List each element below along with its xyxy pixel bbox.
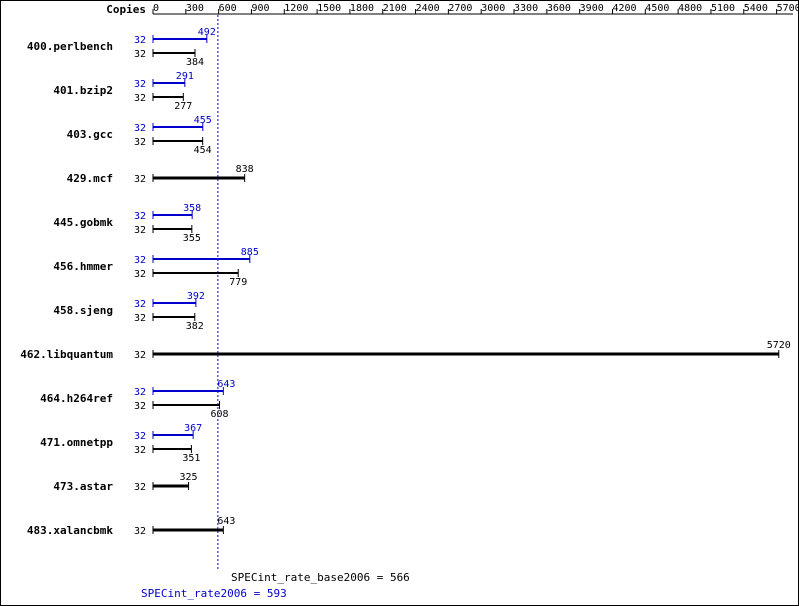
benchmark-label: 400.perlbench <box>27 40 113 53</box>
base-copies: 32 <box>134 49 146 60</box>
base-copies: 32 <box>134 174 146 185</box>
base-copies: 32 <box>134 93 146 104</box>
base-value: 382 <box>186 321 204 332</box>
base-value: 838 <box>236 164 254 175</box>
x-tick-label: 2400 <box>416 3 440 14</box>
base-value: 355 <box>183 233 201 244</box>
x-tick-label: 2700 <box>448 3 472 14</box>
peak-copies: 32 <box>134 35 146 46</box>
base-copies: 32 <box>134 269 146 280</box>
x-tick-label: 1800 <box>350 3 374 14</box>
x-tick-label: 4500 <box>645 3 669 14</box>
x-tick-label: 1200 <box>284 3 308 14</box>
chart-svg: 0 300 600 900 1200 1500 1800 2100 2400 2700 3000 33… <box>1 1 798 605</box>
peak-copies: 32 <box>134 299 146 310</box>
peak-value: 367 <box>184 423 202 434</box>
peak-value: 643 <box>217 379 235 390</box>
base-value: 277 <box>174 101 192 112</box>
peak-copies: 32 <box>134 79 146 90</box>
x-tick-label: 5100 <box>711 3 735 14</box>
base-copies: 32 <box>134 313 146 324</box>
benchmark-label: 473.astar <box>53 480 113 493</box>
benchmark-label: 462.libquantum <box>20 348 113 361</box>
benchmark-label: 429.mcf <box>67 172 113 185</box>
x-tick-label: 300 <box>186 3 204 14</box>
base-value: 643 <box>217 516 235 527</box>
x-tick-label: 3600 <box>547 3 571 14</box>
x-tick-label: 900 <box>251 3 269 14</box>
benchmark-label: 471.omnetpp <box>40 436 113 449</box>
copies-header: Copies <box>106 3 146 16</box>
peak-copies: 32 <box>134 123 146 134</box>
base-value: 325 <box>180 472 198 483</box>
x-tick-label: 3300 <box>514 3 538 14</box>
benchmark-label: 456.hmmer <box>53 260 113 273</box>
base-copies: 32 <box>134 526 146 537</box>
benchmark-label: 458.sjeng <box>53 304 113 317</box>
peak-value: 492 <box>198 27 216 38</box>
peak-value: 358 <box>183 203 201 214</box>
benchmark-label: 464.h264ref <box>40 392 113 405</box>
peak-value: 291 <box>176 71 194 82</box>
base-value: 454 <box>194 145 212 156</box>
peak-value: 392 <box>187 291 205 302</box>
base-value: 779 <box>229 277 247 288</box>
benchmark-label: 445.gobmk <box>53 216 113 229</box>
x-tick-label: 4800 <box>678 3 702 14</box>
summary-peak: SPECint_rate2006 = 593 <box>141 587 287 600</box>
benchmark-label: 403.gcc <box>67 128 113 141</box>
base-copies: 32 <box>134 225 146 236</box>
peak-copies: 32 <box>134 255 146 266</box>
peak-value: 455 <box>194 115 212 126</box>
peak-value: 885 <box>241 247 259 258</box>
peak-copies: 32 <box>134 387 146 398</box>
x-tick-label: 0 <box>153 3 159 14</box>
base-copies: 32 <box>134 482 146 493</box>
spec-chart: 0 300 600 900 1200 1500 1800 2100 2400 2700 3000 33… <box>0 0 799 606</box>
base-copies: 32 <box>134 445 146 456</box>
x-tick-label: 3000 <box>481 3 505 14</box>
base-value: 5720 <box>767 340 791 351</box>
base-value: 384 <box>186 57 204 68</box>
benchmark-label: 483.xalancbmk <box>27 524 113 537</box>
x-tick-label: 5700 <box>777 3 798 14</box>
x-tick-label: 4200 <box>612 3 636 14</box>
benchmark-label: 401.bzip2 <box>53 84 113 97</box>
x-tick-label: 600 <box>219 3 237 14</box>
base-value: 351 <box>182 453 200 464</box>
base-value: 608 <box>210 409 228 420</box>
x-tick-label: 1500 <box>317 3 341 14</box>
peak-copies: 32 <box>134 211 146 222</box>
summary-base: SPECint_rate_base2006 = 566 <box>231 571 410 584</box>
base-copies: 32 <box>134 350 146 361</box>
base-copies: 32 <box>134 401 146 412</box>
x-tick-label: 3900 <box>580 3 604 14</box>
x-tick-label: 2100 <box>383 3 407 14</box>
base-copies: 32 <box>134 137 146 148</box>
x-tick-label: 5400 <box>744 3 768 14</box>
chart-bg <box>1 1 798 605</box>
peak-copies: 32 <box>134 431 146 442</box>
